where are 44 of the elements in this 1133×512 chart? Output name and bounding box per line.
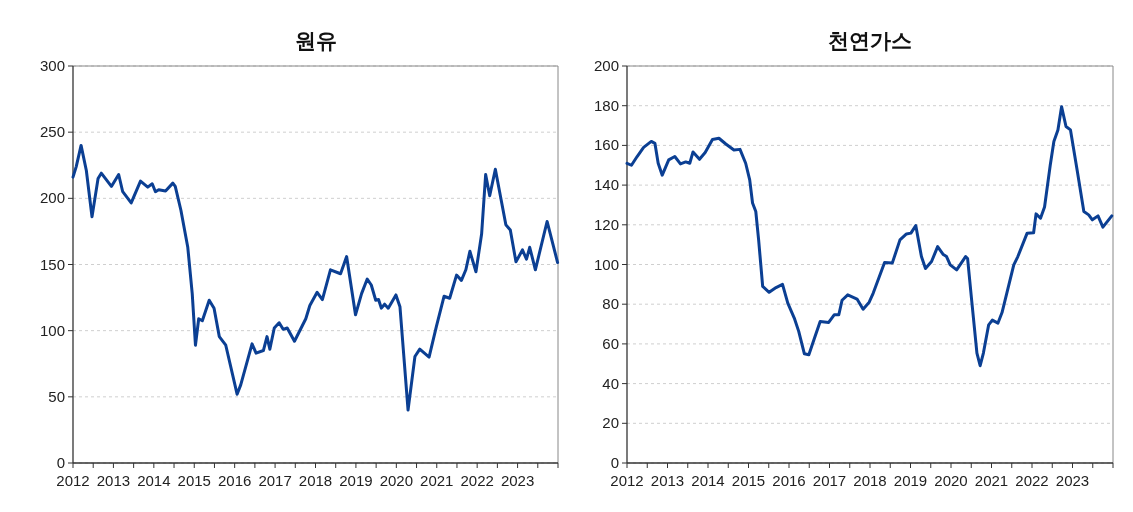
- x-tick-label: 2013: [96, 472, 131, 489]
- x-tick-label: 2018: [853, 472, 887, 489]
- x-tick-label: 2018: [298, 472, 333, 489]
- x-tick-label: 2017: [258, 472, 292, 489]
- y-tick-label: 140: [593, 176, 619, 194]
- y-tick-label: 80: [602, 295, 619, 313]
- y-tick-label: 250: [39, 123, 65, 141]
- x-tick-label: 2023: [1055, 472, 1090, 489]
- x-tick-label: 2012: [610, 472, 644, 489]
- y-tick-label: 120: [593, 215, 619, 233]
- y-tick-label: 0: [610, 454, 619, 471]
- x-tick-label: 2020: [934, 472, 968, 489]
- y-tick-label: 50: [48, 387, 65, 405]
- x-tick-label: 2013: [650, 472, 685, 489]
- y-tick-label: 200: [39, 189, 65, 207]
- y-tick-label: 160: [593, 136, 619, 154]
- y-tick-label: 0: [56, 454, 65, 471]
- x-tick-label: 2019: [339, 472, 373, 489]
- x-tick-label: 2021: [420, 472, 454, 489]
- x-tick-label: 2015: [177, 472, 211, 489]
- x-tick-label: 2017: [812, 472, 847, 489]
- y-tick-label: 100: [593, 255, 619, 273]
- y-tick-label: 150: [39, 255, 65, 273]
- y-tick-label: 100: [39, 321, 65, 339]
- y-tick-label: 200: [593, 57, 619, 74]
- chart-title: 원유: [294, 29, 337, 52]
- y-tick-label: 20: [602, 414, 619, 432]
- y-tick-label: 180: [593, 96, 619, 114]
- x-tick-label: 2019: [893, 472, 928, 489]
- x-tick-label: 2016: [772, 472, 806, 489]
- x-tick-label: 2020: [379, 472, 414, 489]
- x-tick-label: 2016: [217, 472, 252, 489]
- x-tick-label: 2021: [974, 472, 1009, 489]
- y-tick-label: 40: [602, 374, 619, 392]
- x-tick-label: 2014: [691, 472, 725, 489]
- chart-title: 천연가스: [828, 29, 912, 52]
- x-tick-label: 2023: [500, 472, 535, 489]
- x-tick-label: 2014: [137, 472, 171, 489]
- x-tick-label: 2022: [460, 472, 494, 489]
- y-tick-label: 60: [602, 334, 619, 352]
- x-tick-label: 2022: [1015, 472, 1049, 489]
- x-tick-label: 2012: [56, 472, 90, 489]
- x-tick-label: 2015: [731, 472, 766, 489]
- y-tick-label: 300: [39, 57, 65, 74]
